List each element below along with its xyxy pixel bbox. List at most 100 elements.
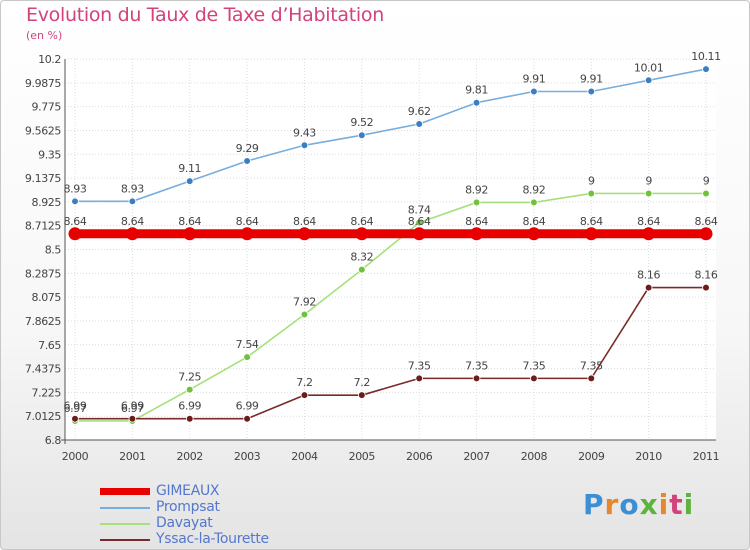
legend-swatch-gimeaux <box>100 488 150 495</box>
data-label: 6.97 <box>64 402 87 415</box>
series-line-prompsat <box>75 68 707 203</box>
data-label: 8.64 <box>465 215 488 228</box>
y-tick-label: 9.1375 <box>25 172 61 185</box>
data-label: 10.01 <box>634 61 664 74</box>
data-point <box>587 374 596 383</box>
data-point <box>125 227 139 241</box>
data-label: 7.35 <box>580 359 603 372</box>
data-label: 8.74 <box>408 204 431 217</box>
data-point <box>584 227 598 241</box>
data-label: 9 <box>703 174 710 187</box>
logo-letter: P <box>583 488 605 521</box>
y-tick-label: 7.225 <box>32 386 62 399</box>
series-line-yssac-la-tourette <box>75 286 706 420</box>
logo-letter: i <box>683 488 695 521</box>
data-point <box>128 197 137 206</box>
x-tick-label: 2003 <box>234 450 261 463</box>
x-tick-label: 2009 <box>578 450 605 463</box>
data-point <box>240 227 254 241</box>
plot-area <box>65 59 716 440</box>
data-point <box>243 157 251 165</box>
data-label: 7.25 <box>178 371 201 384</box>
y-tick-label: 9.9875 <box>25 77 61 90</box>
y-tick-label: 9.5625 <box>25 124 61 137</box>
data-point <box>297 227 311 241</box>
data-label: 8.64 <box>121 215 144 228</box>
data-point <box>470 227 484 241</box>
data-label: 8.93 <box>121 182 144 195</box>
data-point <box>355 227 369 241</box>
data-label: 8.92 <box>522 183 545 196</box>
logo-letter: r <box>604 488 620 521</box>
data-point <box>702 189 710 198</box>
data-point <box>243 353 251 361</box>
data-label: 8.64 <box>580 215 603 228</box>
data-label: 8.64 <box>236 215 259 228</box>
data-point <box>358 391 366 399</box>
x-tick-label: 2000 <box>62 450 89 463</box>
data-point <box>530 374 538 383</box>
data-label: 9.52 <box>350 116 373 129</box>
data-label: 6.99 <box>236 400 259 413</box>
data-label: 7.35 <box>522 359 545 372</box>
data-label: 7.35 <box>465 359 488 372</box>
data-label: 8.16 <box>695 269 718 282</box>
data-label: 8.16 <box>637 269 660 282</box>
logo-letter: t <box>669 488 684 521</box>
data-label: 6.99 <box>64 400 87 413</box>
data-label: 6.99 <box>121 400 144 413</box>
y-tick-label: 8.7125 <box>25 220 61 233</box>
data-label: 8.92 <box>465 183 488 196</box>
data-point <box>415 218 423 227</box>
y-tick-label: 7.65 <box>38 339 61 352</box>
data-point <box>587 87 596 96</box>
data-point <box>644 76 653 85</box>
data-label: 8.64 <box>64 215 87 228</box>
legend-label-davayat: Davayat <box>156 515 213 531</box>
data-point <box>415 120 423 128</box>
data-label: 8.64 <box>408 215 431 228</box>
x-tick-label: 2011 <box>693 450 719 463</box>
logo-letter: i <box>658 488 670 521</box>
data-point <box>412 227 426 241</box>
legend-label-gimeaux: GIMEAUX <box>156 483 220 499</box>
series-line-davayat <box>75 192 706 422</box>
x-tick-label: 2007 <box>463 450 490 463</box>
data-label: 7.92 <box>293 295 316 308</box>
data-point <box>702 65 710 73</box>
data-label: 9 <box>645 174 652 187</box>
data-label: 6.99 <box>178 400 201 413</box>
legend-label-prompsat: Prompsat <box>156 499 220 515</box>
data-label: 7.2 <box>296 376 312 389</box>
data-point <box>300 141 309 150</box>
x-tick-label: 2005 <box>349 450 376 463</box>
x-tick-label: 2001 <box>119 450 145 463</box>
data-point <box>527 227 541 241</box>
data-point <box>472 374 481 383</box>
x-tick-label: 2006 <box>406 450 433 463</box>
data-label: 9.43 <box>293 126 316 139</box>
data-point <box>699 227 713 241</box>
y-tick-label: 8.2875 <box>25 267 61 280</box>
y-tick-label: 9.35 <box>38 148 61 161</box>
y-tick-label: 8.075 <box>32 291 62 304</box>
data-label: 8.64 <box>522 215 545 228</box>
data-label: 10.11 <box>691 50 721 63</box>
data-label: 7.35 <box>408 359 431 372</box>
chart-subtitle: (en %) <box>26 29 63 42</box>
data-label: 9.91 <box>522 72 545 85</box>
x-tick-label: 2010 <box>635 450 662 463</box>
data-point <box>71 414 79 423</box>
data-label: 9.91 <box>580 72 603 85</box>
data-point <box>243 414 251 423</box>
x-tick-label: 2002 <box>177 450 203 463</box>
logo-letter: o <box>619 488 640 521</box>
x-tick-label: 2004 <box>291 450 318 463</box>
data-point <box>587 189 596 198</box>
data-point <box>183 227 197 241</box>
data-label: 9 <box>588 174 595 187</box>
x-tick-label: 2008 <box>521 450 548 463</box>
data-point <box>530 198 538 207</box>
y-tick-label: 8.925 <box>32 196 62 209</box>
